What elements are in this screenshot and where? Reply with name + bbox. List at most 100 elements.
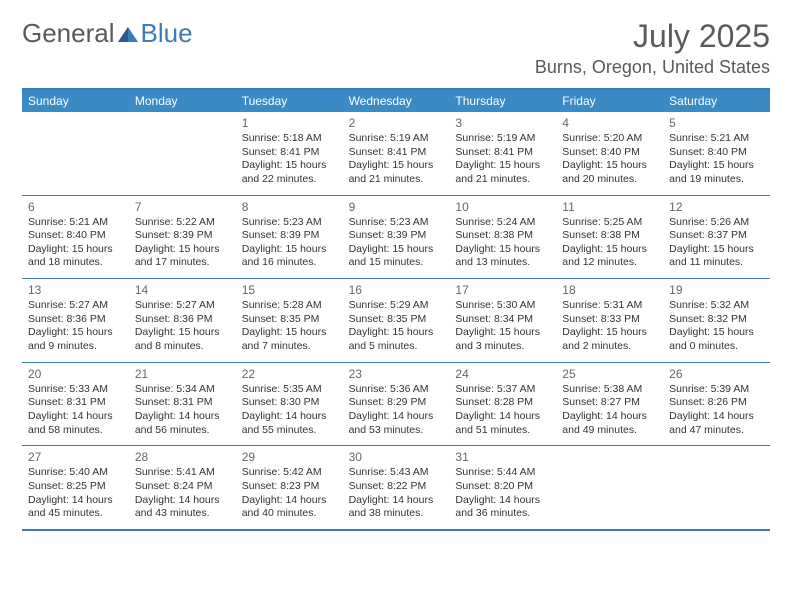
daylight-line: Daylight: 15 hours and 11 minutes. (669, 243, 764, 270)
day-number: 22 (242, 367, 337, 381)
sunrise-line: Sunrise: 5:40 AM (28, 466, 123, 480)
day-number: 18 (562, 283, 657, 297)
day-cell: 12Sunrise: 5:26 AMSunset: 8:37 PMDayligh… (663, 196, 770, 279)
sunrise-line: Sunrise: 5:38 AM (562, 383, 657, 397)
day-number: 8 (242, 200, 337, 214)
daylight-line: Daylight: 15 hours and 17 minutes. (135, 243, 230, 270)
sunset-line: Sunset: 8:31 PM (135, 396, 230, 410)
weekday-header: Sunday (22, 90, 129, 112)
page-header: General Blue July 2025 Burns, Oregon, Un… (22, 18, 770, 78)
day-number: 10 (455, 200, 550, 214)
day-cell: 24 Sunrise: 5:37 AMSunset: 8:28 PMDayligh… (449, 363, 556, 446)
sunset-line: Sunset: 8:31 PM (28, 396, 123, 410)
day-number: 30 (349, 450, 444, 464)
day-number: 28 (135, 450, 230, 464)
sunset-line: Sunset: 8:34 PM (455, 313, 550, 327)
sunrise-line: Sunrise: 5:27 AM (28, 299, 123, 313)
day-cell: 2Sunrise: 5:19 AMSunset: 8:41 PMDaylight… (343, 112, 450, 195)
sunset-line: Sunset: 8:40 PM (669, 146, 764, 160)
daylight-line: Daylight: 15 hours and 3 minutes. (455, 326, 550, 353)
weekday-header: Wednesday (343, 90, 450, 112)
day-cell: 30 Sunrise: 5:43 AMSunset: 8:22 PMDayligh… (343, 446, 450, 529)
sunrise-line: Sunrise: 5:22 AM (135, 216, 230, 230)
sunrise-line: Sunrise: 5:24 AM (455, 216, 550, 230)
week-row: 6Sunrise: 5:21 AMSunset: 8:40 PMDaylight… (22, 195, 770, 279)
day-cell: 9Sunrise: 5:23 AMSunset: 8:39 PMDaylight… (343, 196, 450, 279)
sunset-line: Sunset: 8:28 PM (455, 396, 550, 410)
day-number: 15 (242, 283, 337, 297)
sunset-line: Sunset: 8:30 PM (242, 396, 337, 410)
sunrise-line: Sunrise: 5:23 AM (349, 216, 444, 230)
day-cell: 23Sunrise: 5:36 AMSunset: 8:29 PMDayligh… (343, 363, 450, 446)
day-cell: 6Sunrise: 5:21 AMSunset: 8:40 PMDaylight… (22, 196, 129, 279)
sunset-line: Sunset: 8:20 PM (455, 480, 550, 494)
sunrise-line: Sunrise: 5:37 AM (455, 383, 550, 397)
sunrise-line: Sunrise: 5:41 AM (135, 466, 230, 480)
daylight-line: Daylight: 15 hours and 9 minutes. (28, 326, 123, 353)
sunrise-line: Sunrise: 5:36 AM (349, 383, 444, 397)
sunset-line: Sunset: 8:22 PM (349, 480, 444, 494)
sunset-line: Sunset: 8:37 PM (669, 229, 764, 243)
weekday-header: Tuesday (236, 90, 343, 112)
sunrise-line: Sunrise: 5:43 AM (349, 466, 444, 480)
day-cell: 26Sunrise: 5:39 AMSunset: 8:26 PMDayligh… (663, 363, 770, 446)
logo-text-general: General (22, 18, 115, 49)
day-cell: 8Sunrise: 5:23 AMSunset: 8:39 PMDaylight… (236, 196, 343, 279)
daylight-line: Daylight: 14 hours and 38 minutes. (349, 494, 444, 521)
weekday-header-row: Sunday Monday Tuesday Wednesday Thursday… (22, 90, 770, 112)
day-number: 11 (562, 200, 657, 214)
sunrise-line: Sunrise: 5:31 AM (562, 299, 657, 313)
daylight-line: Daylight: 14 hours and 36 minutes. (455, 494, 550, 521)
day-number: 16 (349, 283, 444, 297)
day-number: 17 (455, 283, 550, 297)
day-number: 14 (135, 283, 230, 297)
day-cell: 16Sunrise: 5:29 AMSunset: 8:35 PMDayligh… (343, 279, 450, 362)
daylight-line: Daylight: 14 hours and 56 minutes. (135, 410, 230, 437)
daylight-line: Daylight: 15 hours and 7 minutes. (242, 326, 337, 353)
daylight-line: Daylight: 15 hours and 20 minutes. (562, 159, 657, 186)
daylight-line: Daylight: 15 hours and 19 minutes. (669, 159, 764, 186)
week-row: 27Sunrise: 5:40 AMSunset: 8:25 PMDayligh… (22, 445, 770, 529)
sunrise-line: Sunrise: 5:42 AM (242, 466, 337, 480)
sunset-line: Sunset: 8:39 PM (242, 229, 337, 243)
day-cell: 18Sunrise: 5:31 AMSunset: 8:33 PMDayligh… (556, 279, 663, 362)
daylight-line: Daylight: 14 hours and 51 minutes. (455, 410, 550, 437)
day-number: 9 (349, 200, 444, 214)
sunrise-line: Sunrise: 5:33 AM (28, 383, 123, 397)
sunrise-line: Sunrise: 5:26 AM (669, 216, 764, 230)
sunset-line: Sunset: 8:35 PM (242, 313, 337, 327)
week-row: 20Sunrise: 5:33 AMSunset: 8:31 PMDayligh… (22, 362, 770, 446)
day-number: 20 (28, 367, 123, 381)
logo-triangle-icon (117, 25, 139, 43)
weekday-header: Monday (129, 90, 236, 112)
day-cell: 11Sunrise: 5:25 AMSunset: 8:38 PMDayligh… (556, 196, 663, 279)
daylight-line: Daylight: 14 hours and 43 minutes. (135, 494, 230, 521)
sunrise-line: Sunrise: 5:34 AM (135, 383, 230, 397)
week-row: 13Sunrise: 5:27 AMSunset: 8:36 PMDayligh… (22, 278, 770, 362)
sunset-line: Sunset: 8:36 PM (28, 313, 123, 327)
sunrise-line: Sunrise: 5:21 AM (28, 216, 123, 230)
day-cell (22, 112, 129, 195)
day-cell: 29Sunrise: 5:42 AMSunset: 8:23 PMDayligh… (236, 446, 343, 529)
day-number: 23 (349, 367, 444, 381)
daylight-line: Daylight: 14 hours and 49 minutes. (562, 410, 657, 437)
sunset-line: Sunset: 8:33 PM (562, 313, 657, 327)
day-number: 13 (28, 283, 123, 297)
sunset-line: Sunset: 8:40 PM (28, 229, 123, 243)
day-cell: 27Sunrise: 5:40 AMSunset: 8:25 PMDayligh… (22, 446, 129, 529)
day-number: 24 (455, 367, 550, 381)
daylight-line: Daylight: 15 hours and 16 minutes. (242, 243, 337, 270)
day-number: 29 (242, 450, 337, 464)
daylight-line: Daylight: 14 hours and 53 minutes. (349, 410, 444, 437)
sunrise-line: Sunrise: 5:25 AM (562, 216, 657, 230)
sunrise-line: Sunrise: 5:19 AM (349, 132, 444, 146)
day-cell: 25Sunrise: 5:38 AMSunset: 8:27 PMDayligh… (556, 363, 663, 446)
day-number: 21 (135, 367, 230, 381)
day-cell: 17Sunrise: 5:30 AMSunset: 8:34 PMDayligh… (449, 279, 556, 362)
sunset-line: Sunset: 8:23 PM (242, 480, 337, 494)
sunset-line: Sunset: 8:39 PM (349, 229, 444, 243)
daylight-line: Daylight: 14 hours and 47 minutes. (669, 410, 764, 437)
day-number: 5 (669, 116, 764, 130)
daylight-line: Daylight: 15 hours and 5 minutes. (349, 326, 444, 353)
sunrise-line: Sunrise: 5:35 AM (242, 383, 337, 397)
